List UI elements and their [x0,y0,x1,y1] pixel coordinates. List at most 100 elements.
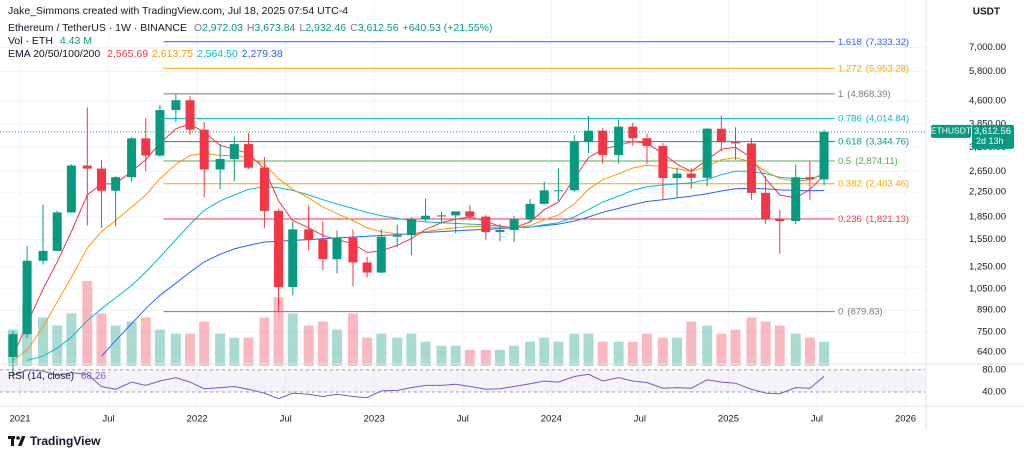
volume-bar [66,313,77,366]
fib-label: 1.618 (7,333.32) [838,36,909,47]
volume-bar [480,349,491,366]
ema-legend: EMA 20/50/100/200 2,565.69 2,613.75 2,564.… [8,48,287,60]
fib-value: (879.83) [847,306,882,317]
ohlc-key: C [350,22,358,34]
volume-bar [362,337,373,366]
candle-body [229,144,239,159]
volume-bar [82,281,93,366]
volume-bar [760,321,771,366]
brand-icon [8,436,26,446]
fib-value: (5,953.28) [866,63,909,74]
volume-bar [376,333,387,366]
volume-bar [686,321,697,366]
volume-bar [126,321,137,366]
y-tick-label: 1,050.00 [969,284,1006,295]
volume-bar [154,329,165,366]
volume-bar [627,341,638,366]
candle-body [775,218,785,222]
volume-bar [569,333,580,366]
volume-bar [243,337,254,366]
rsi-line [12,369,825,400]
candle-body [642,138,652,147]
y-tick-label: 1,250.00 [969,261,1006,272]
ohlc-value: 2,932.46 [305,22,347,34]
ema-value: 2,564.50 [196,48,238,60]
fib-label: 0.5 (2,874.11) [838,155,898,166]
candle-body [451,211,461,216]
y-tick-label: 4,600.00 [969,96,1006,107]
candle-body [819,131,829,180]
candle-body [702,128,712,178]
candle-body [259,167,269,211]
fib-label: 0.618 (3,344.76) [838,136,909,147]
candle-body [525,203,535,220]
candle-body [8,334,18,358]
candle-body [791,177,801,222]
brand-logo: TradingView [8,434,100,448]
fib-level: 1.618 [838,36,862,47]
candle-body [672,173,682,179]
x-tick-label: Jul [634,414,646,425]
y-axis-label: USDT [973,7,1000,18]
y-tick-label: 1,550.00 [969,234,1006,245]
fib-level: 0.236 [838,214,862,225]
candle-body [437,215,447,217]
x-tick-label: 2022 [187,414,208,425]
volume-bar [347,313,358,366]
y-tick-label: 640.00 [977,347,1006,358]
fib-label: 1.272 (5,953.28) [838,63,909,74]
candle-body [614,126,624,155]
rsi-tick-label: 80.00 [982,364,1006,375]
candle-body [274,210,284,288]
volume-bar [525,341,536,366]
credit-line: Jake_Simmons created with TradingView.co… [8,5,352,17]
candle-body [406,218,416,236]
volume-bar [317,321,328,366]
candle-body [127,138,137,178]
volume-bar [110,325,121,366]
ohlc-key: H [246,22,255,34]
symbol-legend: Ethereum / TetherUS · 1W · BINANCE O2,97… [8,22,496,34]
ema-value: 2,565.69 [107,48,149,60]
candle-body [686,173,696,178]
symbol-badge [931,124,971,138]
x-tick-label: 2021 [9,414,30,425]
ema-line [12,152,825,361]
rsi-band [0,369,925,393]
volume-bar [450,345,461,366]
candle-body [509,219,519,230]
x-tick-label: Jul [280,414,292,425]
price-badge [972,124,1014,149]
y-tick-label: 5,800.00 [969,66,1006,77]
volume-bar [52,325,63,366]
volume-bar [613,341,624,366]
fib-label: 0 (879.83) [838,306,883,317]
fib-value: (7,333.32) [866,36,909,47]
fib-level: 0 [838,306,843,317]
candle-body [288,229,298,288]
ohlc-key: O [193,22,203,34]
volume-bar [420,341,431,366]
ohlc-key: L [299,22,306,34]
volume-bar [730,329,741,366]
volume-bar [392,337,403,366]
volume-bar [672,337,683,366]
candle-body [628,126,638,139]
fib-value: (4,868.39) [847,88,890,99]
y-tick-label: 890.00 [977,305,1006,316]
candle-body [481,216,491,232]
candle-body [362,262,372,273]
candle-body [392,235,402,237]
volume-bar [406,333,417,366]
grid [0,0,925,406]
ema-name: EMA 20/50/100/200 [8,48,101,60]
y-tick-label: 1,850.00 [969,212,1006,223]
volume-bar [509,345,520,366]
candle-body [421,215,431,219]
fib-level: 0.382 [838,178,862,189]
symbol-title: Ethereum / TetherUS · 1W · BINANCE [8,22,187,34]
volume-bar [746,317,757,366]
candle-body [553,190,563,192]
rsi-name: RSI (14, close) [8,371,75,382]
brand-name: TradingView [30,434,101,448]
